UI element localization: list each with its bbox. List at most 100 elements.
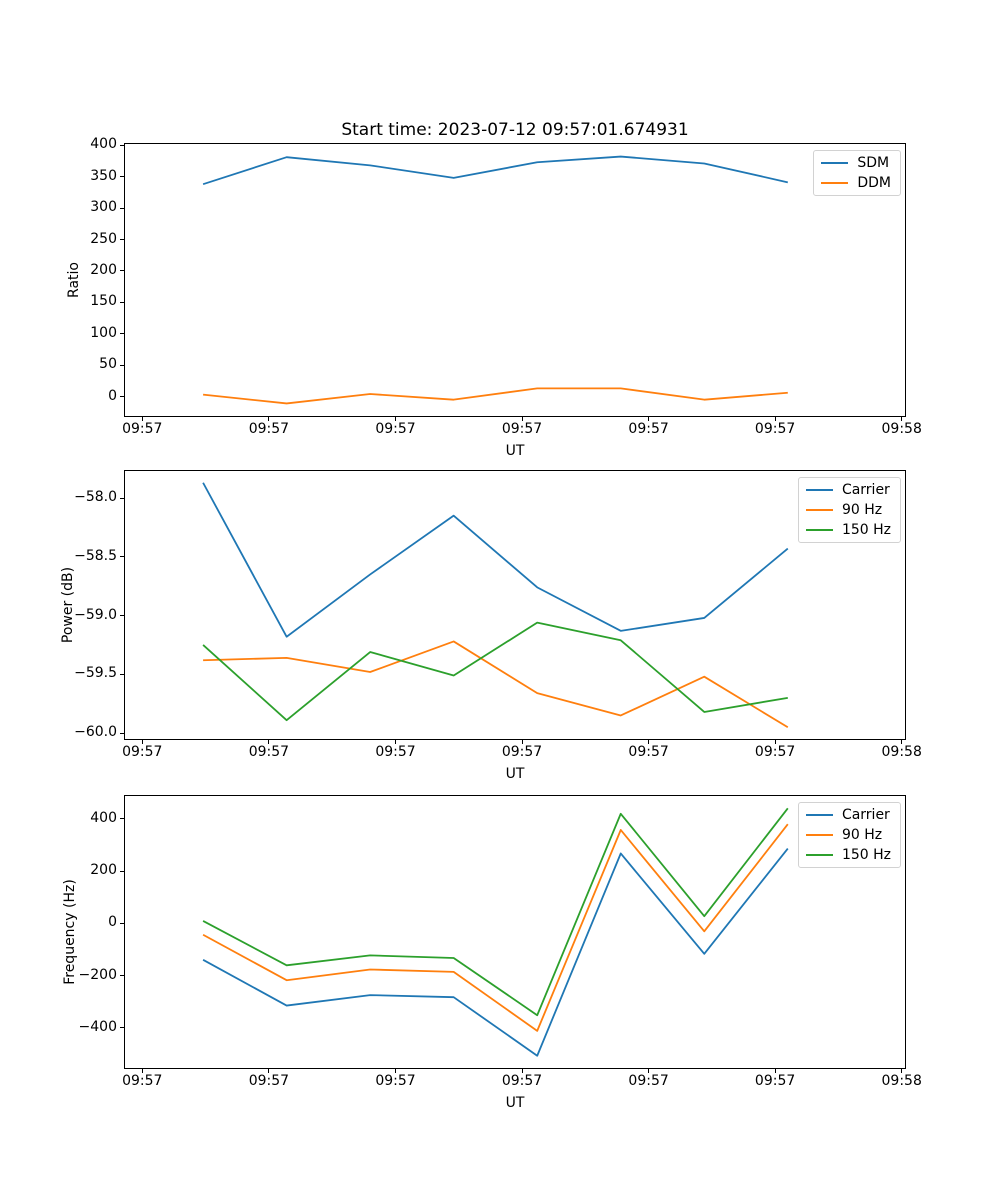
legend-line-sample: [805, 489, 833, 491]
y-tick-label: −59.5: [74, 665, 117, 682]
x-tick-label: 09:57: [248, 744, 290, 760]
x-tick-mark: [901, 740, 903, 744]
x-tick-mark: [901, 1069, 903, 1073]
x-tick-label: 09:57: [248, 1073, 290, 1089]
legend-entry-label: DDM: [857, 175, 891, 191]
x-tick-mark: [774, 1069, 776, 1073]
y-tick-mark: [120, 301, 124, 303]
legend-line-sample: [805, 814, 833, 816]
x-tick-label: 09:57: [628, 1073, 669, 1089]
ratio-axes: SDM DDM: [124, 143, 906, 417]
legend: SDM DDM: [813, 150, 901, 196]
series-line-ddm: [202, 387, 788, 405]
y-tick-label: −58.5: [74, 547, 117, 564]
x-tick-label: 09:58: [881, 421, 922, 437]
y-tick-mark: [120, 364, 124, 366]
x-tick-label: 09:58: [881, 744, 922, 760]
x-tick-mark: [648, 417, 650, 421]
y-tick-mark: [120, 615, 124, 617]
y-tick-label: 400: [90, 809, 117, 826]
legend-line-sample: [805, 529, 833, 531]
x-tick-mark: [395, 740, 396, 744]
y-tick-label: 250: [90, 230, 117, 247]
x-tick-mark: [141, 740, 143, 744]
plot-canvas: [202, 482, 789, 729]
y-tick-label: −59.0: [74, 606, 117, 623]
y-tick-mark: [120, 396, 124, 397]
y-tick-label: 200: [90, 261, 117, 278]
legend-entry: Carrier: [805, 482, 891, 498]
x-tick-label: 09:57: [375, 744, 416, 760]
legend-line-sample: [805, 509, 833, 511]
series-line-90-hz: [202, 823, 789, 1032]
legend-line-sample: [805, 854, 833, 856]
frequency-axes: Carrier 90 Hz 150 Hz: [124, 795, 906, 1069]
series-line-sdm: [202, 155, 788, 186]
x-tick-mark: [268, 417, 270, 421]
x-tick-mark: [141, 1069, 143, 1073]
x-tick-mark: [648, 740, 650, 744]
y-tick-label: 100: [90, 324, 117, 341]
x-tick-mark: [521, 417, 523, 421]
x-tick-label: 09:57: [628, 744, 669, 760]
series-line-carrier: [202, 847, 789, 1057]
legend-entry-label: 90 Hz: [841, 502, 883, 518]
x-tick-label: 09:57: [501, 1073, 543, 1089]
legend-entry: 150 Hz: [805, 847, 891, 863]
legend-entry: 90 Hz: [805, 502, 891, 518]
y-tick-label: −58.0: [74, 489, 117, 505]
x-tick-label: 09:57: [122, 1073, 163, 1089]
x-tick-label: 09:57: [628, 421, 669, 437]
x-tick-mark: [774, 740, 776, 744]
y-tick-label: −200: [78, 966, 117, 983]
y-tick-mark: [120, 673, 124, 675]
y-tick-label: −60.0: [74, 724, 117, 741]
legend: Carrier 90 Hz 150 Hz: [797, 802, 901, 868]
legend-entry: DDM: [821, 176, 891, 190]
y-tick-mark: [120, 870, 124, 872]
x-tick-mark: [268, 1069, 270, 1073]
x-tick-mark: [774, 417, 776, 421]
legend-entry-label: Carrier: [841, 807, 890, 823]
y-tick-mark: [120, 1027, 124, 1029]
y-tick-mark: [120, 922, 124, 924]
y-tick-mark: [120, 975, 124, 976]
series-line-150-hz: [202, 621, 788, 722]
y-tick-mark: [120, 144, 124, 146]
series-line-90-hz: [203, 640, 789, 729]
x-tick-label: 09:58: [881, 1073, 922, 1089]
x-tick-label: 09:57: [754, 744, 796, 760]
x-tick-mark: [521, 1069, 523, 1073]
x-tick-label: 09:57: [122, 744, 163, 760]
legend-entry-label: Carrier: [841, 482, 890, 498]
plot-canvas: [202, 155, 788, 405]
x-tick-label: 09:57: [501, 421, 543, 437]
y-tick-label: 50: [99, 356, 117, 373]
x-tick-mark: [268, 740, 270, 744]
y-tick-mark: [120, 270, 124, 272]
power-axes: Carrier 90 Hz 150 Hz: [124, 470, 906, 740]
x-tick-label: 09:57: [754, 1073, 796, 1089]
x-tick-mark: [395, 1069, 396, 1073]
x-tick-mark: [648, 1069, 650, 1073]
legend-entry: SDM: [821, 156, 891, 170]
legend-entry-label: 150 Hz: [841, 522, 891, 538]
y-tick-mark: [120, 176, 124, 178]
ut-xlabel-3: UT: [505, 1095, 525, 1111]
legend-entry-label: 150 Hz: [841, 847, 891, 863]
y-tick-label: 150: [90, 293, 117, 310]
y-tick-label: 200: [90, 862, 117, 878]
y-tick-label: 400: [90, 136, 117, 153]
x-tick-label: 09:57: [375, 421, 416, 437]
legend-line-sample: [821, 162, 849, 164]
x-tick-mark: [901, 417, 903, 421]
y-tick-mark: [120, 239, 124, 240]
y-tick-label: −400: [78, 1018, 117, 1035]
y-tick-mark: [120, 556, 124, 558]
x-tick-mark: [395, 417, 396, 421]
y-tick-mark: [120, 333, 124, 335]
x-tick-label: 09:57: [501, 744, 543, 760]
legend-entry-label: 90 Hz: [841, 827, 883, 843]
legend-line-sample: [805, 834, 833, 836]
